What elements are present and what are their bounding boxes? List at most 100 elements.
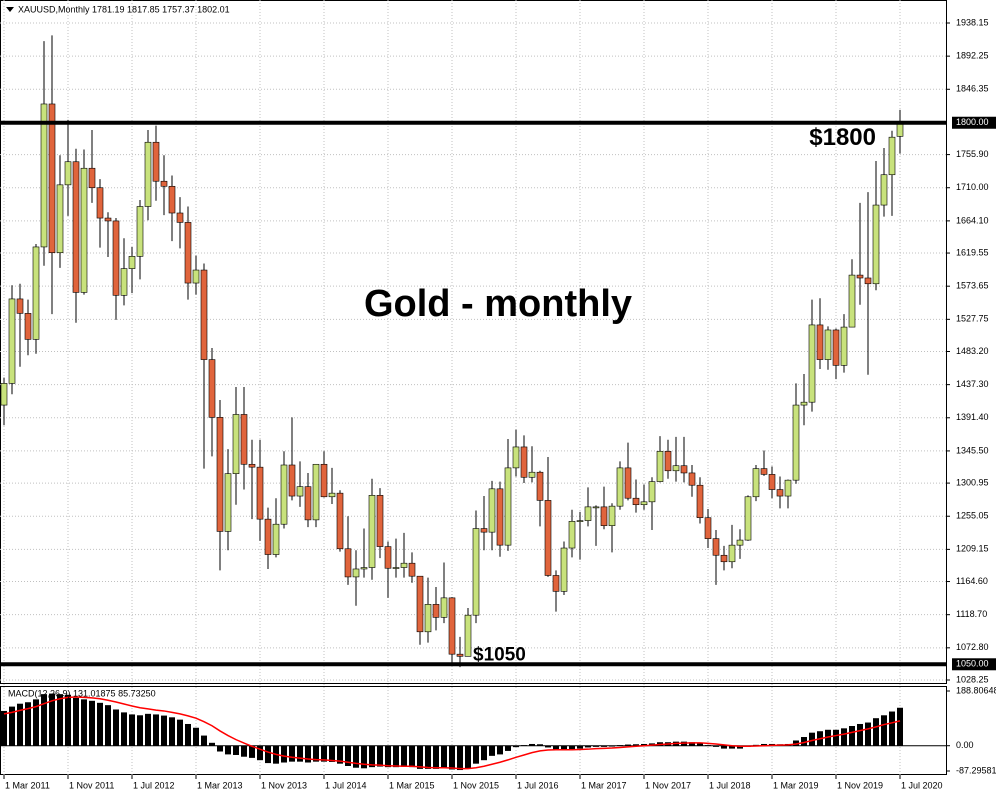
macd-bar <box>873 718 879 746</box>
candle-body <box>560 547 568 592</box>
candle-body <box>696 484 704 519</box>
macd-bar <box>361 745 367 769</box>
candle-body <box>136 206 144 257</box>
y-tick-label: 0.00 <box>956 740 974 750</box>
candle-body <box>368 495 376 568</box>
macd-bar <box>345 745 351 766</box>
candle-body <box>160 180 168 187</box>
candle-body <box>48 103 56 254</box>
macd-bar <box>801 737 807 746</box>
candle-body <box>872 204 880 285</box>
x-tick-label: 1 Jul 2016 <box>517 780 559 790</box>
y-tick-label: 1527.75 <box>956 314 989 324</box>
candle-body <box>848 274 856 328</box>
x-tick-label: 1 Nov 2011 <box>69 780 114 790</box>
candle-body <box>480 528 488 533</box>
macd-bar <box>593 745 599 747</box>
candle-body <box>568 521 576 549</box>
candle-body <box>88 167 96 189</box>
candle-body <box>680 465 688 474</box>
candle-body <box>360 567 368 570</box>
candle-body <box>728 544 736 563</box>
chart-title: Gold - monthly <box>364 283 632 325</box>
candle-body <box>544 500 552 576</box>
candle-body <box>576 520 584 522</box>
x-tick-label: 1 Jul 2018 <box>709 780 751 790</box>
macd-bar <box>353 745 359 768</box>
candle-body <box>624 467 632 499</box>
candle-body <box>760 468 768 475</box>
y-tick-label: 1483.20 <box>956 346 989 356</box>
macd-bar <box>897 707 903 746</box>
candle-body <box>280 464 288 525</box>
candle-body <box>56 184 64 254</box>
x-tick-label: 1 Mar 2011 <box>5 780 50 790</box>
candle-body <box>384 546 392 569</box>
candle-body <box>880 174 888 206</box>
macd-bar <box>129 714 135 746</box>
candle-body <box>456 653 464 657</box>
candle-body <box>808 324 816 403</box>
x-tick-label: 1 Nov 2015 <box>453 780 499 790</box>
candle-body <box>712 538 720 556</box>
macd-bar <box>865 722 871 746</box>
macd-bar <box>457 745 463 771</box>
candle-body <box>72 161 80 293</box>
hline-label: 1050.00 <box>956 659 989 669</box>
candle-body <box>448 597 456 655</box>
candle-body <box>584 506 592 521</box>
macd-bar <box>401 745 407 767</box>
candle-body <box>424 604 432 633</box>
candle-body <box>888 136 896 176</box>
macd-bar <box>881 715 887 746</box>
candle-body <box>112 220 120 296</box>
candle-body <box>184 222 192 284</box>
candle-body <box>472 528 480 616</box>
candle-body <box>320 463 328 498</box>
macd-bar <box>841 728 847 746</box>
macd-bar <box>569 745 575 750</box>
candle-body <box>632 497 640 506</box>
macd-bar <box>793 740 799 746</box>
macd-bar <box>889 711 895 746</box>
header-icon <box>6 7 14 12</box>
candle-body <box>616 467 624 507</box>
macd-bar <box>369 745 375 768</box>
macd-bar <box>425 745 431 769</box>
candle-body <box>168 185 176 214</box>
y-tick-label: 1710.00 <box>956 182 989 192</box>
y-tick-label: 1573.65 <box>956 281 989 291</box>
candle-body <box>264 518 272 555</box>
candle-body <box>40 103 48 248</box>
macd-bar <box>449 745 455 770</box>
macd-bar <box>513 745 519 748</box>
candle-body <box>328 492 336 498</box>
x-tick-label: 1 Nov 2013 <box>261 780 307 790</box>
macd-bar <box>737 745 743 749</box>
macd-bar <box>281 745 287 763</box>
y-tick-label: 1028.25 <box>956 674 989 684</box>
macd-bar <box>521 745 527 746</box>
macd-bar <box>33 699 39 746</box>
candle-body <box>432 604 440 618</box>
candle-body <box>464 614 472 657</box>
macd-bar <box>529 743 535 746</box>
macd-bar <box>633 744 639 746</box>
candle-body <box>776 489 784 497</box>
candle-body <box>744 496 752 541</box>
y-tick-label: 1892.25 <box>956 51 989 61</box>
x-tick-label: 1 Jul 2020 <box>901 780 943 790</box>
x-tick-label: 1 Mar 2017 <box>581 780 627 790</box>
candle-body <box>248 463 256 468</box>
candle-body <box>520 446 528 478</box>
macd-bar <box>601 745 607 747</box>
macd-bar <box>481 745 487 761</box>
macd-bar <box>201 735 207 746</box>
candle-body <box>736 539 744 546</box>
macd-bar <box>297 745 303 762</box>
macd-bar <box>849 726 855 746</box>
candle-body <box>768 474 776 490</box>
candle-body <box>720 554 728 563</box>
macd-bar <box>641 743 647 746</box>
